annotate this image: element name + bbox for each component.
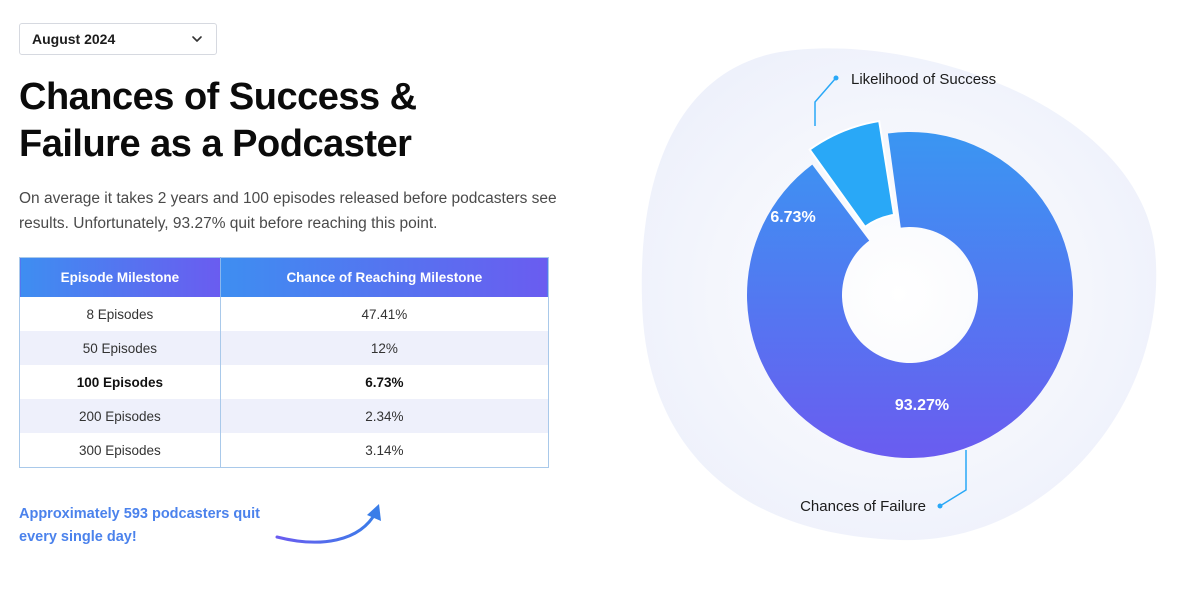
milestone-table: Episode Milestone Chance of Reaching Mil… — [19, 257, 549, 468]
chance-cell: 12% — [219, 331, 549, 365]
milestone-cell: 200 Episodes — [19, 399, 221, 433]
failure-slice — [746, 132, 1073, 459]
milestone-cell: 50 Episodes — [19, 331, 221, 365]
callout-line-1: Approximately 593 podcasters quit — [19, 506, 260, 522]
chance-cell: 6.73% — [219, 365, 549, 399]
table-row: 8 Episodes 47.41% — [20, 297, 549, 331]
success-series-label: Likelihood of Success — [851, 71, 996, 88]
failure-leader-dot — [937, 503, 943, 509]
milestone-cell: 8 Episodes — [86, 306, 154, 322]
column-header-milestone: Episode Milestone — [19, 257, 221, 297]
quit-callout: Approximately 593 podcasters quit every … — [19, 503, 260, 549]
background-blob — [641, 48, 1157, 541]
page-description: On average it takes 2 years and 100 epis… — [19, 190, 557, 232]
milestone-cell: 100 Episodes — [76, 374, 163, 390]
success-leader-line — [814, 78, 836, 126]
page-title: Chances of Success & Failure as a Podcas… — [19, 74, 417, 168]
chance-cell: 47.41% — [219, 297, 549, 331]
chevron-down-icon — [192, 36, 202, 42]
page-title-line-1: Chances of Success & — [19, 76, 417, 118]
callout-line-2: every single day! — [19, 529, 137, 545]
success-value-label: 6.73% — [770, 209, 815, 226]
table-header-row: Episode Milestone Chance of Reaching Mil… — [19, 257, 549, 297]
table-row: 100 Episodes 6.73% — [20, 365, 549, 399]
failure-leader-line — [939, 450, 967, 507]
table-row: 200 Episodes 2.34% — [19, 399, 549, 433]
donut-chart: 6.73% 93.27% Likelihood of Success Chances … — [641, 48, 1157, 541]
success-leader-dot — [833, 75, 839, 81]
failure-series-label: Chances of Failure — [800, 498, 926, 515]
failure-value-label: 93.27% — [895, 397, 949, 414]
page-title-line-2: Failure as a Podcaster — [19, 123, 412, 165]
milestone-cell: 300 Episodes — [78, 442, 161, 458]
success-slice — [808, 119, 896, 229]
column-header-chance: Chance of Reaching Milestone — [219, 257, 549, 297]
month-select[interactable]: August 2024 — [19, 23, 217, 55]
table-row: 50 Episodes 12% — [19, 331, 549, 365]
chance-cell: 3.14% — [219, 433, 549, 468]
curved-arrow-icon — [275, 504, 381, 544]
table-row: 300 Episodes 3.14% — [20, 433, 549, 468]
chance-cell: 2.34% — [219, 399, 549, 433]
month-select-value: August 2024 — [32, 31, 116, 47]
